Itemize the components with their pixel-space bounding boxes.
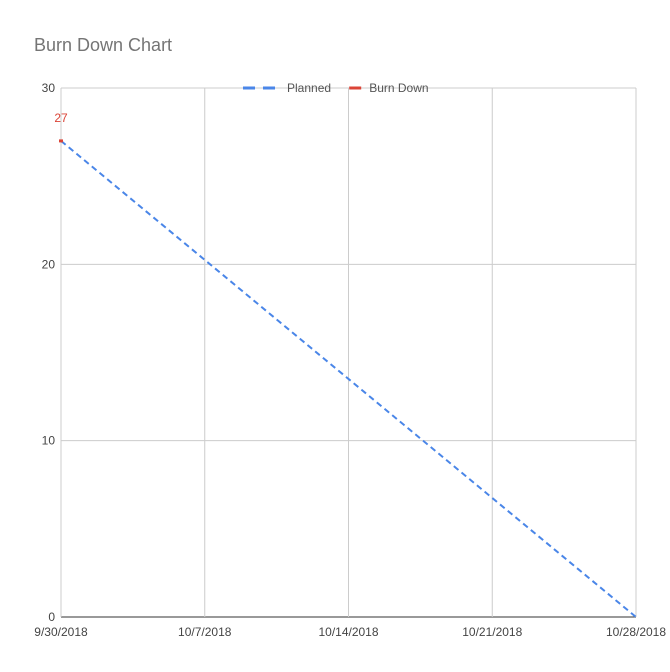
y-tick-label: 30 [42, 81, 56, 95]
y-tick-label: 10 [42, 434, 56, 448]
x-tick-label: 10/28/2018 [606, 625, 666, 639]
legend-label-burn-down: Burn Down [369, 81, 428, 95]
legend-label-planned: Planned [287, 81, 331, 95]
x-tick-label: 9/30/2018 [34, 625, 88, 639]
y-tick-label: 0 [48, 610, 55, 624]
y-tick-label: 20 [42, 257, 56, 271]
chart-title: Burn Down Chart [34, 35, 173, 55]
x-tick-label: 10/7/2018 [178, 625, 232, 639]
x-tick-label: 10/14/2018 [318, 625, 378, 639]
legend-item-burn-down: Burn Down [349, 81, 429, 95]
planned-series-line [60, 140, 637, 618]
x-tick-label: 10/21/2018 [462, 625, 522, 639]
legend-item-planned: Planned [243, 81, 331, 95]
burn-down-data-label: 27 [54, 111, 68, 125]
